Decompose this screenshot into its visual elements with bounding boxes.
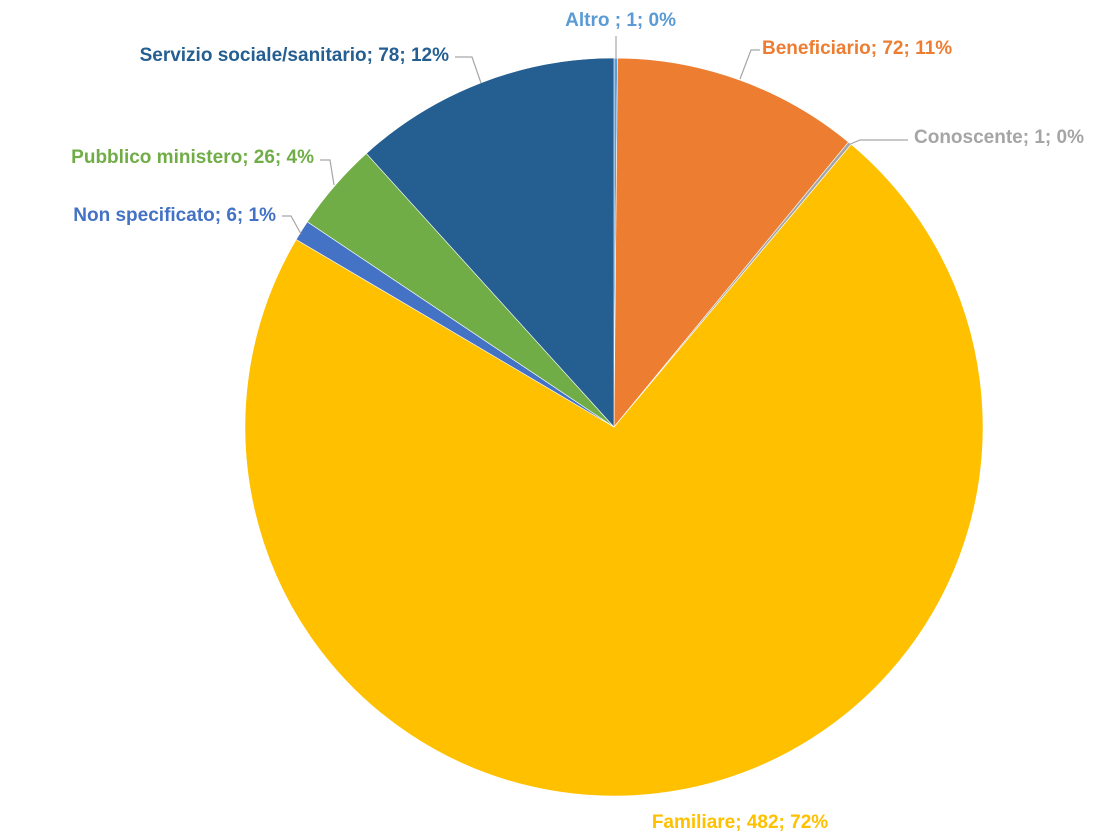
data-label-non-specificato: Non specificato; 6; 1%: [73, 205, 276, 226]
leader-line-pubblico-ministero: [320, 159, 335, 186]
data-label-servizio-sociale-sanitario: Servizio sociale/sanitario; 78; 12%: [140, 45, 450, 66]
data-label-conoscente: Conoscente; 1; 0%: [914, 127, 1084, 148]
pie-slice-beneficiario: [613, 57, 849, 428]
data-labels: Altro ; 1; 0% Beneficiario; 72; 11% Conosc…: [71, 10, 1084, 833]
data-label-altro: Altro ; 1; 0%: [565, 10, 676, 31]
leader-line-servizio-sociale-sanitario: [455, 56, 482, 84]
leader-line-beneficiario: [739, 49, 760, 80]
pie-slices: [244, 57, 984, 797]
leader-line-non-specificato: [282, 215, 302, 235]
pie-slice-familiare: [244, 143, 984, 797]
leader-line-conoscente: [847, 139, 908, 146]
data-label-familiare: Familiare; 482; 72%: [652, 812, 828, 833]
data-label-beneficiario: Beneficiario; 72; 11%: [762, 38, 952, 59]
data-label-pubblico-ministero: Pubblico ministero; 26; 4%: [71, 147, 314, 168]
leader-lines: [282, 36, 908, 235]
